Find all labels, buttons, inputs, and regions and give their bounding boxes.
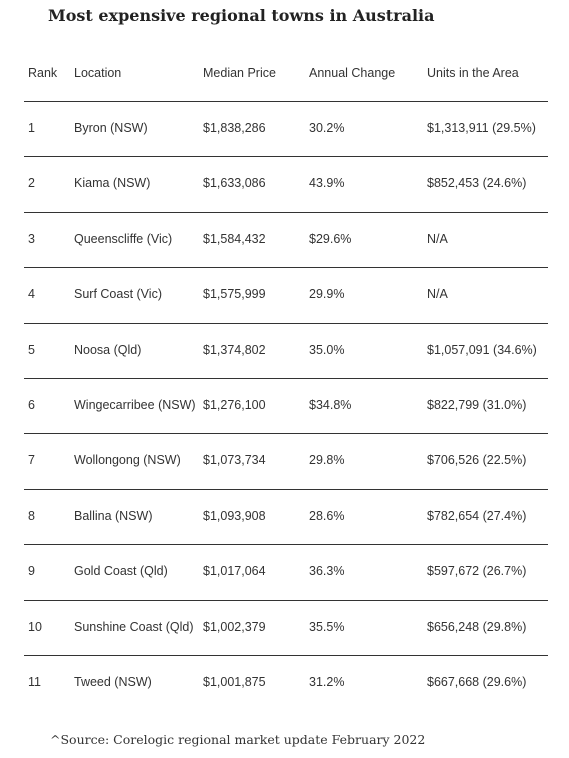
units-cell: $822,799 (31.0%) [427,397,527,412]
table-row: 4 Surf Coast (Vic) $1,575,999 29.9% N/A [24,268,548,324]
units-cell: $597,672 (26.7%) [427,564,527,579]
location-cell: Wollongong (NSW) [74,453,181,468]
towns-table: Rank Location Median Price Annual Change… [24,58,548,710]
units-cell: $1,057,091 (34.6%) [427,342,537,357]
rank-cell: 1 [28,121,35,135]
table-row: 6 Wingecarribee (NSW) $1,276,100 $34.8% … [24,379,548,435]
annual-change-cell: 43.9% [309,176,345,191]
units-cell: $656,248 (29.8%) [427,619,527,634]
rank-cell: 6 [28,397,35,412]
table-header-row: Rank Location Median Price Annual Change… [24,58,548,102]
location-cell: Sunshine Coast (Qld) [74,619,194,634]
location-cell: Byron (NSW) [74,121,148,135]
table-row: 8 Ballina (NSW) $1,093,908 28.6% $782,65… [24,490,548,546]
annual-change-cell: 31.2% [309,674,345,689]
annual-change-cell: 36.3% [309,564,345,579]
location-cell: Noosa (Qld) [74,342,142,357]
source-note: ^Source: Corelogic regional market updat… [50,732,426,747]
median-price-cell: $1,093,908 [203,508,266,523]
column-header-median-price: Median Price [203,66,276,80]
location-cell: Queenscliffe (Vic) [74,231,173,246]
units-cell: $852,453 (24.6%) [427,176,527,191]
rank-cell: 7 [28,453,35,468]
rank-cell: 9 [28,564,35,579]
table-row: 3 Queenscliffe (Vic) $1,584,432 $29.6% N… [24,213,548,269]
units-cell: N/A [427,287,448,302]
location-cell: Gold Coast (Qld) [74,564,168,579]
table-row: 10 Sunshine Coast (Qld) $1,002,379 35.5%… [24,601,548,656]
annual-change-cell: 30.2% [309,121,345,135]
column-header-units: Units in the Area [427,66,519,80]
table-row: 2 Kiama (NSW) $1,633,086 43.9% $852,453 … [24,157,548,213]
table-row: 9 Gold Coast (Qld) $1,017,064 36.3% $597… [24,545,548,601]
table-row: 1 Byron (NSW) $1,838,286 30.2% $1,313,91… [24,102,548,158]
median-price-cell: $1,575,999 [203,287,266,302]
median-price-cell: $1,073,734 [203,453,266,468]
column-header-rank: Rank [28,66,58,80]
median-price-cell: $1,633,086 [203,176,266,191]
rank-cell: 8 [28,508,35,523]
rank-cell: 3 [28,231,35,246]
annual-change-cell: $29.6% [309,231,352,246]
rank-cell: 11 [28,674,41,689]
median-price-cell: $1,374,802 [203,342,266,357]
median-price-cell: $1,001,875 [203,674,266,689]
rank-cell: 4 [28,287,35,302]
annual-change-cell: 35.5% [309,619,345,634]
rank-cell: 2 [28,176,35,191]
units-cell: $667,668 (29.6%) [427,674,527,689]
median-price-cell: $1,017,064 [203,564,266,579]
annual-change-cell: 35.0% [309,342,345,357]
annual-change-cell: 28.6% [309,508,345,523]
units-cell: $706,526 (22.5%) [427,453,527,468]
table-row: 11 Tweed (NSW) $1,001,875 31.2% $667,668… [24,656,548,710]
annual-change-cell: 29.9% [309,287,345,302]
rank-cell: 10 [28,619,42,634]
median-price-cell: $1,584,432 [203,231,266,246]
median-price-cell: $1,276,100 [203,397,266,412]
units-cell: $1,313,911 (29.5%) [427,121,536,135]
table-row: 5 Noosa (Qld) $1,374,802 35.0% $1,057,09… [24,324,548,379]
annual-change-cell: 29.8% [309,453,345,468]
rank-cell: 5 [28,342,35,357]
location-cell: Tweed (NSW) [74,674,152,689]
table-row: 7 Wollongong (NSW) $1,073,734 29.8% $706… [24,434,548,490]
location-cell: Ballina (NSW) [74,508,153,523]
median-price-cell: $1,838,286 [203,121,266,135]
location-cell: Wingecarribee (NSW) [74,397,196,412]
location-cell: Surf Coast (Vic) [74,287,162,302]
page-title: Most expensive regional towns in Austral… [48,6,435,25]
median-price-cell: $1,002,379 [203,619,266,634]
units-cell: $782,654 (27.4%) [427,508,527,523]
units-cell: N/A [427,231,448,246]
annual-change-cell: $34.8% [309,397,352,412]
location-cell: Kiama (NSW) [74,176,151,191]
column-header-annual-change: Annual Change [309,66,396,80]
column-header-location: Location [74,66,122,80]
